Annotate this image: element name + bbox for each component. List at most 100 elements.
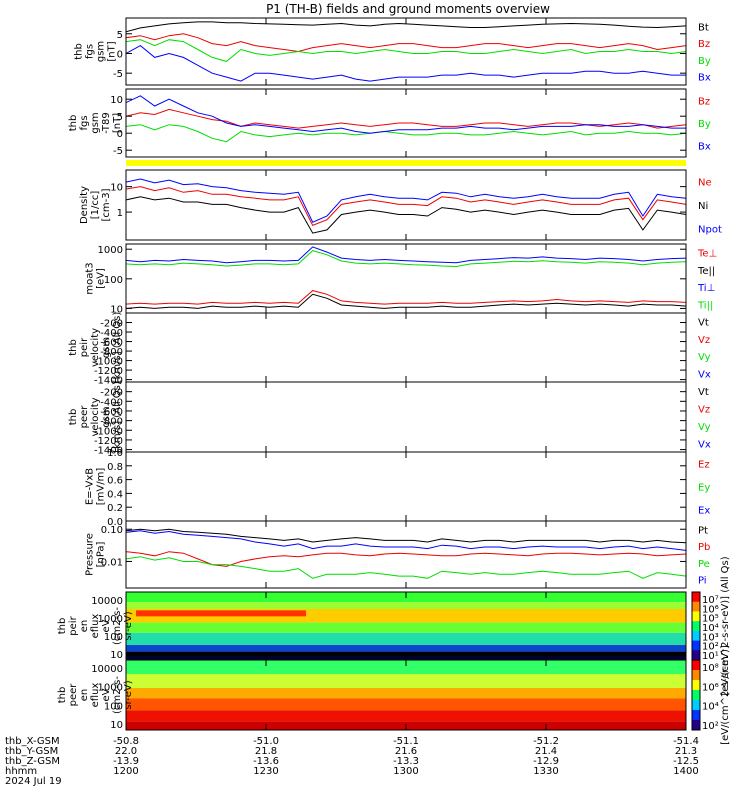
panel-peer_spec: 10000 1000 100 10 10⁸ 10⁶ 10⁴ 10² [eV/(cm^2-s-sr… — [57, 645, 731, 745]
colorbar-segment — [692, 611, 700, 622]
colorbar-segment — [692, 592, 700, 603]
ytick-label: 0.10 — [101, 525, 123, 536]
legend-peer_vel-Vx: Vx — [698, 439, 711, 450]
colorbar-segment — [692, 700, 700, 711]
panel-peir_vel: Vt Vz Vy Vx -200-400-600-800-1000-1200-1400 t… — [68, 312, 711, 387]
ylabel-line: sr-eV) — [123, 611, 134, 640]
ylabel-line: peer — [68, 683, 79, 707]
ylabel-line: [mV/m] — [96, 468, 107, 506]
ylabel-line: (cm2-s- — [112, 607, 123, 645]
spec-band — [126, 602, 686, 609]
colorbar-segment — [692, 670, 700, 681]
series-temp-Ti|| — [125, 250, 687, 268]
legend-fgs_dsl-By: By — [698, 119, 711, 130]
legend-pressure-Pt: Pt — [698, 525, 708, 536]
spec-band — [126, 645, 686, 655]
legend-peir_vel-Vy: Vy — [698, 352, 711, 363]
ylabel-line: thb — [68, 339, 79, 356]
colorbar-segment — [692, 640, 700, 651]
legend-peer_vel-Vz: Vz — [698, 404, 710, 415]
legend-peir_vel-Vt: Vt — [698, 318, 709, 329]
series-fgs-Bx — [125, 44, 686, 82]
ylabel-line: eV — [101, 619, 112, 632]
ytick-label: 0 — [117, 49, 123, 60]
colorbar-segment — [692, 720, 700, 731]
colorbar-label: 10² — [702, 642, 719, 653]
panel-temp: Te⊥ Te|| Ti⊥ Ti|| 1000 100 10 moat3 [eV] — [85, 243, 717, 315]
panel-fgs: Bt Bz By Bx 5 0 -5 thb fgs gsm [nT] — [74, 17, 711, 86]
ylabel-line: eflux — [90, 614, 101, 639]
ytick-label: -5 — [113, 146, 123, 157]
series-fgs_dsl-Bx — [125, 95, 686, 134]
legend-temp-Te||: Te|| — [697, 266, 715, 277]
series-fgs-Bz — [125, 33, 687, 53]
panel-efield: Ez Ey Ex 1.0 0.8 0.6 0.4 0.2 0.0 E=-VxB [mV/m] — [85, 448, 711, 528]
ylabel-line: (cm2-s- — [112, 676, 123, 714]
ylabel-line: gsm — [96, 41, 107, 62]
ephemeris-label: thb_Z-GSM — [5, 756, 60, 767]
ephemeris: thb_X-GSM -50.8 -51.0 -51.1 -51.2 -51.4 thb_Y-… — [5, 736, 699, 787]
ephemeris-value: 1330 — [533, 766, 558, 777]
ephemeris-value: 21.4 — [535, 746, 557, 757]
series-density-Npot — [125, 178, 687, 223]
panel-frame — [125, 451, 687, 522]
legend-density-Ne: Ne — [698, 178, 712, 189]
colorbar-segment — [692, 630, 700, 642]
ytick-label: -600 — [100, 407, 123, 418]
ytick-label: -1200 — [94, 436, 123, 447]
legend-pressure-Pe: Pe — [698, 559, 710, 570]
ephemeris-value: 1200 — [113, 766, 138, 777]
spec-band — [126, 698, 686, 711]
ylabel-line: velocity — [90, 328, 101, 367]
ephemeris-value: 21.8 — [255, 746, 277, 757]
series-pressure-Pi — [125, 530, 687, 551]
spec-band — [126, 632, 686, 646]
colorbar-title: [eV/(cm^2-s-sr-eV)] (All Qs) — [720, 556, 731, 695]
ytick-label: 10 — [110, 650, 123, 661]
spec-band — [126, 688, 686, 699]
ytick-label: -600 — [100, 338, 123, 349]
yellow-bar — [126, 160, 686, 166]
colorbar-label: 10⁴ — [702, 623, 719, 634]
ytick-label: -1000 — [94, 357, 123, 368]
colorbar-label: 10⁶ — [702, 682, 719, 693]
colorbar-segment — [692, 621, 700, 632]
ytick-label: -200 — [100, 388, 123, 399]
colorbar-label: 10⁶ — [702, 604, 719, 615]
legend-temp-Te⊥: Te⊥ — [697, 249, 717, 260]
colorbar-label: 10² — [702, 721, 719, 732]
colorbar-segment — [692, 680, 700, 691]
ylabel-line: peir — [68, 615, 79, 635]
ylabel-line: gsm — [101, 337, 112, 358]
legend-peir_vel-Vz: Vz — [698, 335, 710, 346]
legend-fgs_dsl-Bx: Bx — [698, 142, 711, 153]
ylabel-line: -T89 — [101, 112, 112, 134]
colorbar-label: 10⁸ — [702, 663, 719, 674]
ylabel-line: [km/s] (All Qs) — [112, 312, 123, 384]
ephemeris-label: hhmm — [5, 766, 37, 777]
ytick-label: 0.6 — [107, 476, 123, 487]
ytick-label: 1.0 — [107, 448, 123, 459]
ytick-label: 0.2 — [107, 503, 123, 514]
legend-fgs-Bx: Bx — [698, 73, 711, 84]
series-fgs_dsl-By — [125, 124, 687, 143]
ylabel-line: [eV] — [96, 268, 107, 289]
colorbar-label: 10⁵ — [702, 614, 719, 625]
ephemeris-label: thb_X-GSM — [5, 736, 60, 747]
legend-fgs-Bz: Bz — [698, 39, 710, 50]
ylabel-line: thb — [57, 618, 68, 635]
legend-temp-Ti⊥: Ti⊥ — [697, 283, 715, 294]
ephemeris-value: -51.2 — [533, 736, 559, 747]
ephemeris-label: thb_Y-GSM — [5, 746, 58, 757]
spec-band — [126, 622, 686, 633]
ytick-label: 100 — [104, 632, 123, 643]
ylabel-line: gsm — [101, 406, 112, 427]
ytick-label: 1 — [117, 208, 123, 219]
ylabel-line: E=-VxB — [85, 468, 96, 505]
ylabel-line: velocity — [90, 397, 101, 436]
spec-band — [126, 710, 686, 722]
legend-efield-Ez: Ez — [698, 460, 710, 471]
ytick-label: -200 — [100, 319, 123, 330]
colorbar-segment — [692, 710, 700, 721]
